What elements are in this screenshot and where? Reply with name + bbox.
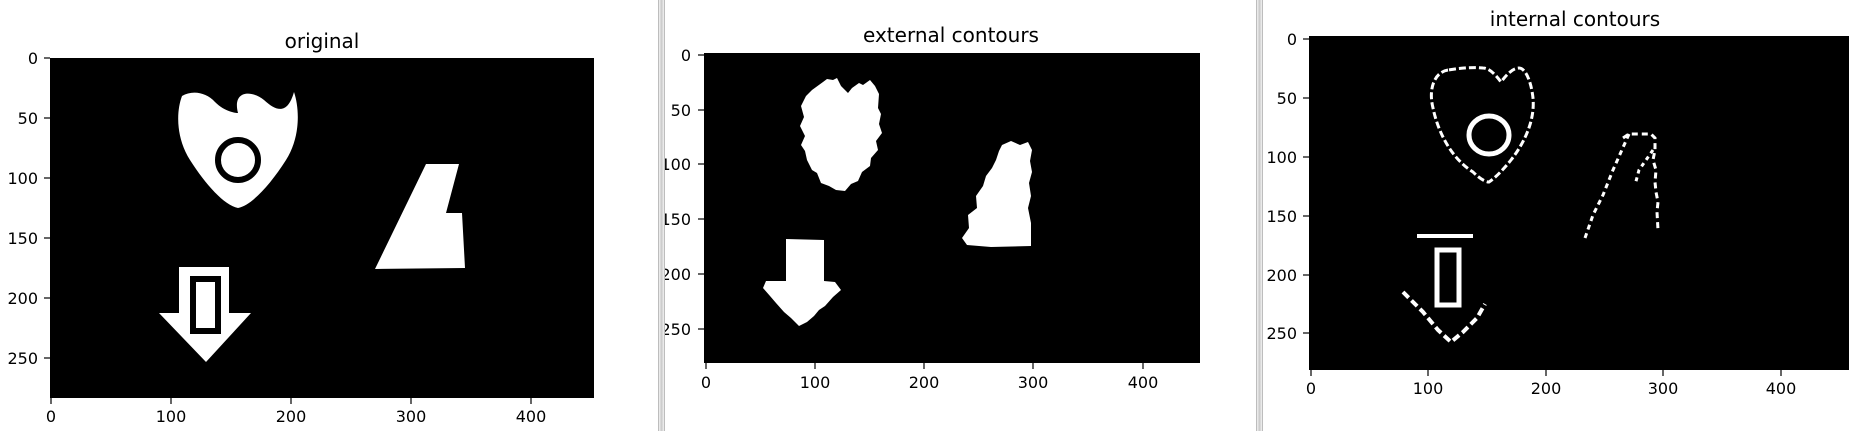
x-axis <box>705 363 1144 369</box>
arrow-internal-contour <box>1401 290 1487 345</box>
heart-contour-shape <box>800 78 882 191</box>
ring-internal-contour <box>1466 113 1512 157</box>
x-tick-label: 300 <box>1648 379 1679 398</box>
original-plot: original 0 50 100 150 200 250 <box>7 29 594 426</box>
y-tick-label: 250 <box>665 320 691 339</box>
ring-shape <box>215 137 261 183</box>
y-tick-label: 100 <box>665 155 691 174</box>
x-tick-label: 100 <box>800 373 831 392</box>
x-axis <box>50 398 532 404</box>
quad-shape <box>375 164 465 269</box>
panel-original: original 0 50 100 150 200 250 <box>0 0 658 431</box>
y-tick-label: 150 <box>665 210 691 229</box>
y-tick-label: 100 <box>1266 148 1297 167</box>
external-contours-plot: external contours 0 50 100 150 200 250 <box>665 23 1200 392</box>
y-tick-label: 250 <box>1266 324 1297 343</box>
image-area <box>1309 36 1849 370</box>
quad-contour-shape <box>962 141 1032 247</box>
arrow-shape <box>159 267 251 362</box>
rectangle-internal-contour <box>1434 247 1462 308</box>
plot-title: internal contours <box>1490 7 1660 31</box>
window-divider[interactable] <box>658 0 665 431</box>
heart-internal-contour <box>1429 66 1535 184</box>
x-tick-label: 200 <box>276 407 307 426</box>
x-tick-label: 400 <box>516 407 547 426</box>
x-tick-label: 200 <box>1531 379 1562 398</box>
plot-title: original <box>285 29 360 53</box>
x-tick-label: 200 <box>909 373 940 392</box>
y-tick-label: 50 <box>18 109 38 128</box>
plot-title: external contours <box>863 23 1039 47</box>
y-tick-label: 0 <box>28 49 38 68</box>
y-tick-label: 0 <box>1287 30 1297 49</box>
rectangle-shape <box>190 276 221 334</box>
x-tick-label: 400 <box>1128 373 1159 392</box>
x-tick-label: 300 <box>396 407 427 426</box>
arrow-contour-shape <box>763 239 841 326</box>
window-divider[interactable] <box>1256 0 1263 431</box>
y-tick-label: 250 <box>7 349 38 368</box>
quad-internal-contour <box>1583 133 1631 239</box>
x-axis <box>1310 370 1782 376</box>
panel-internal-contours: internal contours 0 50 100 150 200 250 <box>1263 0 1864 431</box>
y-tick-label: 150 <box>7 229 38 248</box>
y-tick-label: 150 <box>1266 207 1297 226</box>
y-tick-label: 50 <box>671 101 691 120</box>
y-tick-label: 200 <box>1266 266 1297 285</box>
x-tick-label: 300 <box>1018 373 1049 392</box>
heart-shape <box>178 92 298 208</box>
y-axis <box>44 57 50 359</box>
y-axis <box>1303 38 1309 334</box>
x-tick-label: 400 <box>1766 379 1797 398</box>
x-tick-label: 100 <box>156 407 187 426</box>
y-tick-label: 0 <box>681 46 691 65</box>
y-axis <box>698 54 704 330</box>
image-area <box>704 53 1200 363</box>
panel-external-contours: external contours 0 50 100 150 200 250 <box>665 0 1256 431</box>
y-tick-label: 200 <box>7 289 38 308</box>
y-tick-label: 50 <box>1277 89 1297 108</box>
image-area <box>50 58 594 398</box>
quad-internal-contour <box>1622 132 1660 231</box>
quad-internal-contour <box>1633 149 1655 186</box>
x-tick-label: 100 <box>1413 379 1444 398</box>
y-tick-label: 100 <box>7 169 38 188</box>
x-tick-label: 0 <box>46 407 56 426</box>
x-tick-label: 0 <box>1306 379 1316 398</box>
y-tick-label: 200 <box>665 265 691 284</box>
internal-contours-plot: internal contours 0 50 100 150 200 250 <box>1266 7 1849 398</box>
x-tick-label: 0 <box>701 373 711 392</box>
